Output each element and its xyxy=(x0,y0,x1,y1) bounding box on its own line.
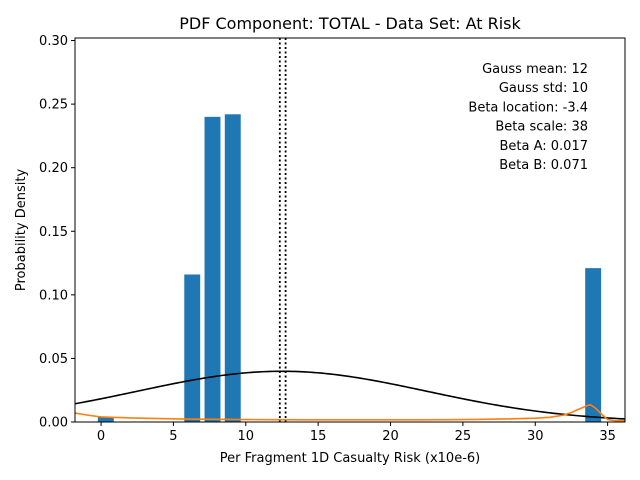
annotation-2: Beta location: -3.4 xyxy=(468,100,588,115)
y-tick-label-1: 0.05 xyxy=(39,352,68,367)
x-tick-label-1: 5 xyxy=(169,429,177,444)
annotation-1: Gauss std: 10 xyxy=(499,81,588,96)
y-tick-label-3: 0.15 xyxy=(39,225,68,240)
y-tick-label-6: 0.30 xyxy=(39,34,68,49)
x-tick-label-3: 15 xyxy=(310,429,327,444)
x-tick-label-0: 0 xyxy=(97,429,105,444)
y-tick-label-5: 0.25 xyxy=(39,98,68,113)
chart-title: PDF Component: TOTAL - Data Set: At Risk xyxy=(179,14,521,33)
annotation-4: Beta A: 0.017 xyxy=(499,139,588,154)
plot-area: 0 5 10 15 20 25 30 35 0.00 0.05 0.10 0.15 0.20 0.25 0.… xyxy=(39,34,626,444)
y-axis-title: Probability Density xyxy=(14,169,29,292)
bar-2 xyxy=(204,116,221,422)
bar-0 xyxy=(97,416,114,422)
x-axis-title: Per Fragment 1D Casualty Risk (x10e-6) xyxy=(220,451,480,466)
x-tick-label-5: 25 xyxy=(455,429,472,444)
annotation-5: Beta B: 0.071 xyxy=(499,158,588,173)
x-tick-label-4: 20 xyxy=(382,429,399,444)
y-tick-label-4: 0.20 xyxy=(39,161,68,176)
plot-frame xyxy=(74,37,626,423)
annotation-3: Beta scale: 38 xyxy=(495,120,588,135)
y-tick-label-2: 0.10 xyxy=(39,288,68,303)
bar-3 xyxy=(224,114,241,423)
annotation-0: Gauss mean: 12 xyxy=(482,62,588,77)
bar-1 xyxy=(184,274,201,422)
gauss-curve xyxy=(74,370,626,420)
bar-4 xyxy=(585,268,602,422)
x-tick-label-6: 30 xyxy=(527,429,544,444)
beta-curve xyxy=(74,403,625,422)
y-tick-label-0: 0.00 xyxy=(39,416,68,431)
x-tick-label-7: 35 xyxy=(599,429,616,444)
x-tick-label-2: 10 xyxy=(238,429,255,444)
